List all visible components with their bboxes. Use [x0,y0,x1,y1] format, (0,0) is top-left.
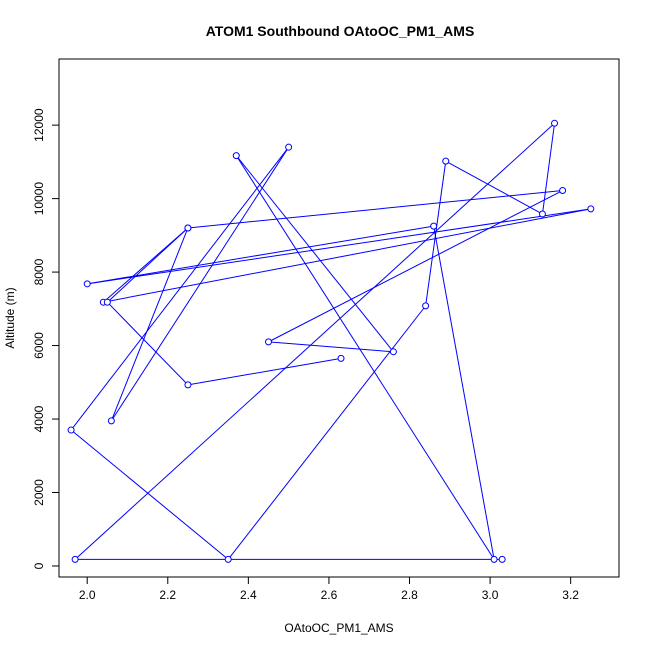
x-axis-label: OAtoOC_PM1_AMS [284,621,393,635]
series-segment [107,227,189,303]
series-segment [187,357,342,386]
y-tick-label: 4000 [32,405,46,432]
data-point [389,348,397,356]
series-segment [87,225,434,285]
series-segment [70,429,229,560]
data-point [538,210,546,218]
y-axis: 0 2000 4000 6000 8000 10000 12000 [32,108,60,569]
data-point [67,426,75,434]
series-segment [268,190,563,343]
y-tick-label: 10000 [32,182,46,216]
series-points [67,119,595,563]
series-segment [425,161,447,306]
data-point [184,381,192,389]
data-point [103,298,111,306]
series-segment [235,155,495,560]
series-segment [70,146,290,431]
data-point [490,555,498,563]
series-segment [103,208,591,303]
series-segment [110,227,189,422]
data-point [224,555,232,563]
x-tick-label: 3.2 [562,588,579,602]
y-tick-label: 2000 [32,479,46,506]
data-point [551,119,559,127]
x-tick-label: 2.0 [79,588,96,602]
data-point [337,354,345,362]
series-segment [445,160,543,215]
data-point [587,205,595,213]
series-segment [187,190,563,229]
x-tick-label: 2.4 [240,588,257,602]
data-point [184,224,192,232]
x-tick-label: 2.8 [401,588,418,602]
y-tick-label: 6000 [32,332,46,359]
data-point [264,338,272,346]
series-segment [433,226,495,560]
data-point [285,143,293,151]
data-point [71,555,79,563]
series-segment [74,122,555,560]
data-point [232,152,240,160]
series-lines [70,122,591,560]
data-point [422,302,430,310]
x-tick-label: 3.0 [482,588,499,602]
y-axis-label: Altitude (m) [3,287,17,348]
x-tick-label: 2.6 [321,588,338,602]
y-tick-label: 0 [32,562,46,569]
series-segment [541,123,556,215]
series-segment [106,301,189,386]
data-point [442,157,450,165]
data-point [498,555,506,563]
y-tick-label: 8000 [32,258,46,285]
series-segment [87,208,591,285]
x-axis: 2.0 2.2 2.4 2.6 2.8 3.0 3.2 [79,576,579,602]
data-point [559,187,567,195]
series-segment [235,155,394,353]
chart-title: ATOM1 Southbound OAtoOC_PM1_AMS [206,23,475,39]
series-segment [227,305,427,560]
series-segment [268,341,394,353]
y-tick-label: 12000 [32,108,46,142]
data-point [83,280,91,288]
data-point [430,222,438,230]
x-tick-label: 2.2 [159,588,176,602]
data-point [107,417,115,425]
